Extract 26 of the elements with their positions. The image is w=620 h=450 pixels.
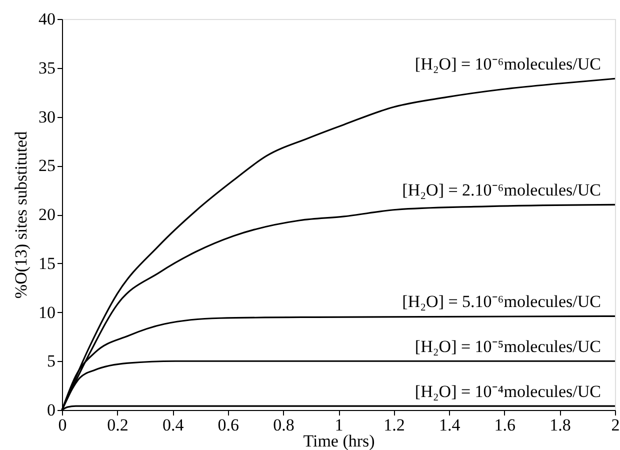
x-tick-label: 1	[334, 416, 344, 434]
series-label: [H₂O] = 2.10⁻⁶molecules/UC	[402, 180, 601, 200]
y-tick-label: 20	[38, 205, 56, 224]
series-label: [H₂O] = 5.10⁻⁶molecules/UC	[402, 292, 601, 312]
x-tick-label: 0.8	[273, 416, 294, 434]
series-label: [H₂O] = 10⁻⁵molecules/UC	[414, 337, 601, 356]
x-tick-label: 1.8	[550, 416, 571, 434]
y-tick-label: 0	[47, 400, 56, 420]
x-tick-label: 0.6	[218, 416, 240, 434]
y-tick-label: 10	[38, 302, 56, 322]
x-axis-title: Time (hrs)	[303, 432, 375, 450]
y-axis-title: %O(13) sites substituted	[12, 130, 30, 299]
y-tick-label: 35	[38, 58, 56, 78]
y-tick-label: 15	[38, 254, 56, 273]
y-tick-label: 25	[38, 156, 56, 176]
y-tick-label: 40	[38, 10, 56, 28]
y-tick-label: 30	[38, 107, 56, 126]
x-tick-label: 1.6	[494, 416, 516, 434]
series-label: [H₂O] = 10⁻⁶molecules/UC	[414, 54, 601, 74]
x-tick-label: 2	[611, 416, 620, 434]
x-tick-label: 1.4	[438, 416, 461, 434]
x-tick-label: 1.2	[384, 416, 405, 434]
x-tick-label: 0.2	[107, 416, 128, 434]
x-tick-label: 0.4	[162, 416, 184, 434]
series-label: [H₂O] = 10⁻⁴molecules/UC	[414, 382, 601, 402]
y-tick-label: 5	[47, 352, 56, 371]
